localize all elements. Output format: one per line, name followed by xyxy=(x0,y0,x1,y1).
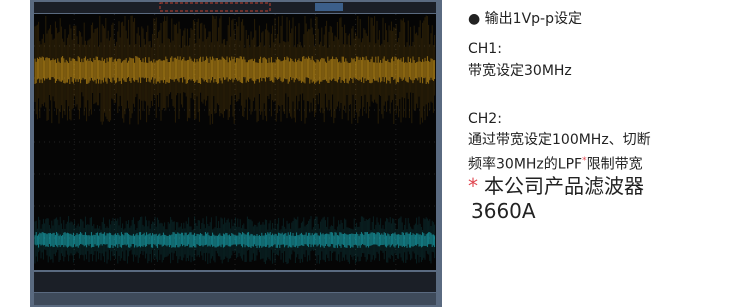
bottom-frame xyxy=(34,293,436,305)
status-bar xyxy=(34,272,436,292)
ch2-line2: 频率30MHz的LPF*限制带宽 xyxy=(468,152,643,174)
note-line1: *本公司产品滤波器 xyxy=(468,174,644,198)
ch2-line2-end: 限制带宽 xyxy=(587,157,643,173)
ch1-label: CH1: xyxy=(468,40,502,58)
oscilloscope-screen xyxy=(30,0,442,307)
bullet-title: ● 输出1Vp-p设定 xyxy=(468,10,582,28)
ch1-text: 带宽设定30MHz xyxy=(468,62,572,80)
note-line2: 3660A xyxy=(471,199,536,223)
page: ● 输出1Vp-p设定 CH1: 带宽设定30MHz CH2: 通过带宽设定10… xyxy=(0,0,739,307)
ch2-line1: 通过带宽设定100MHz、切断 xyxy=(468,131,651,149)
ch2-line2-start: 频率30MHz的LPF xyxy=(468,157,582,173)
trig-indicator xyxy=(315,3,343,11)
note-asterisk: * xyxy=(468,174,478,198)
ch2-label: CH2: xyxy=(468,110,502,128)
note-text: 本公司产品滤波器 xyxy=(484,174,644,198)
